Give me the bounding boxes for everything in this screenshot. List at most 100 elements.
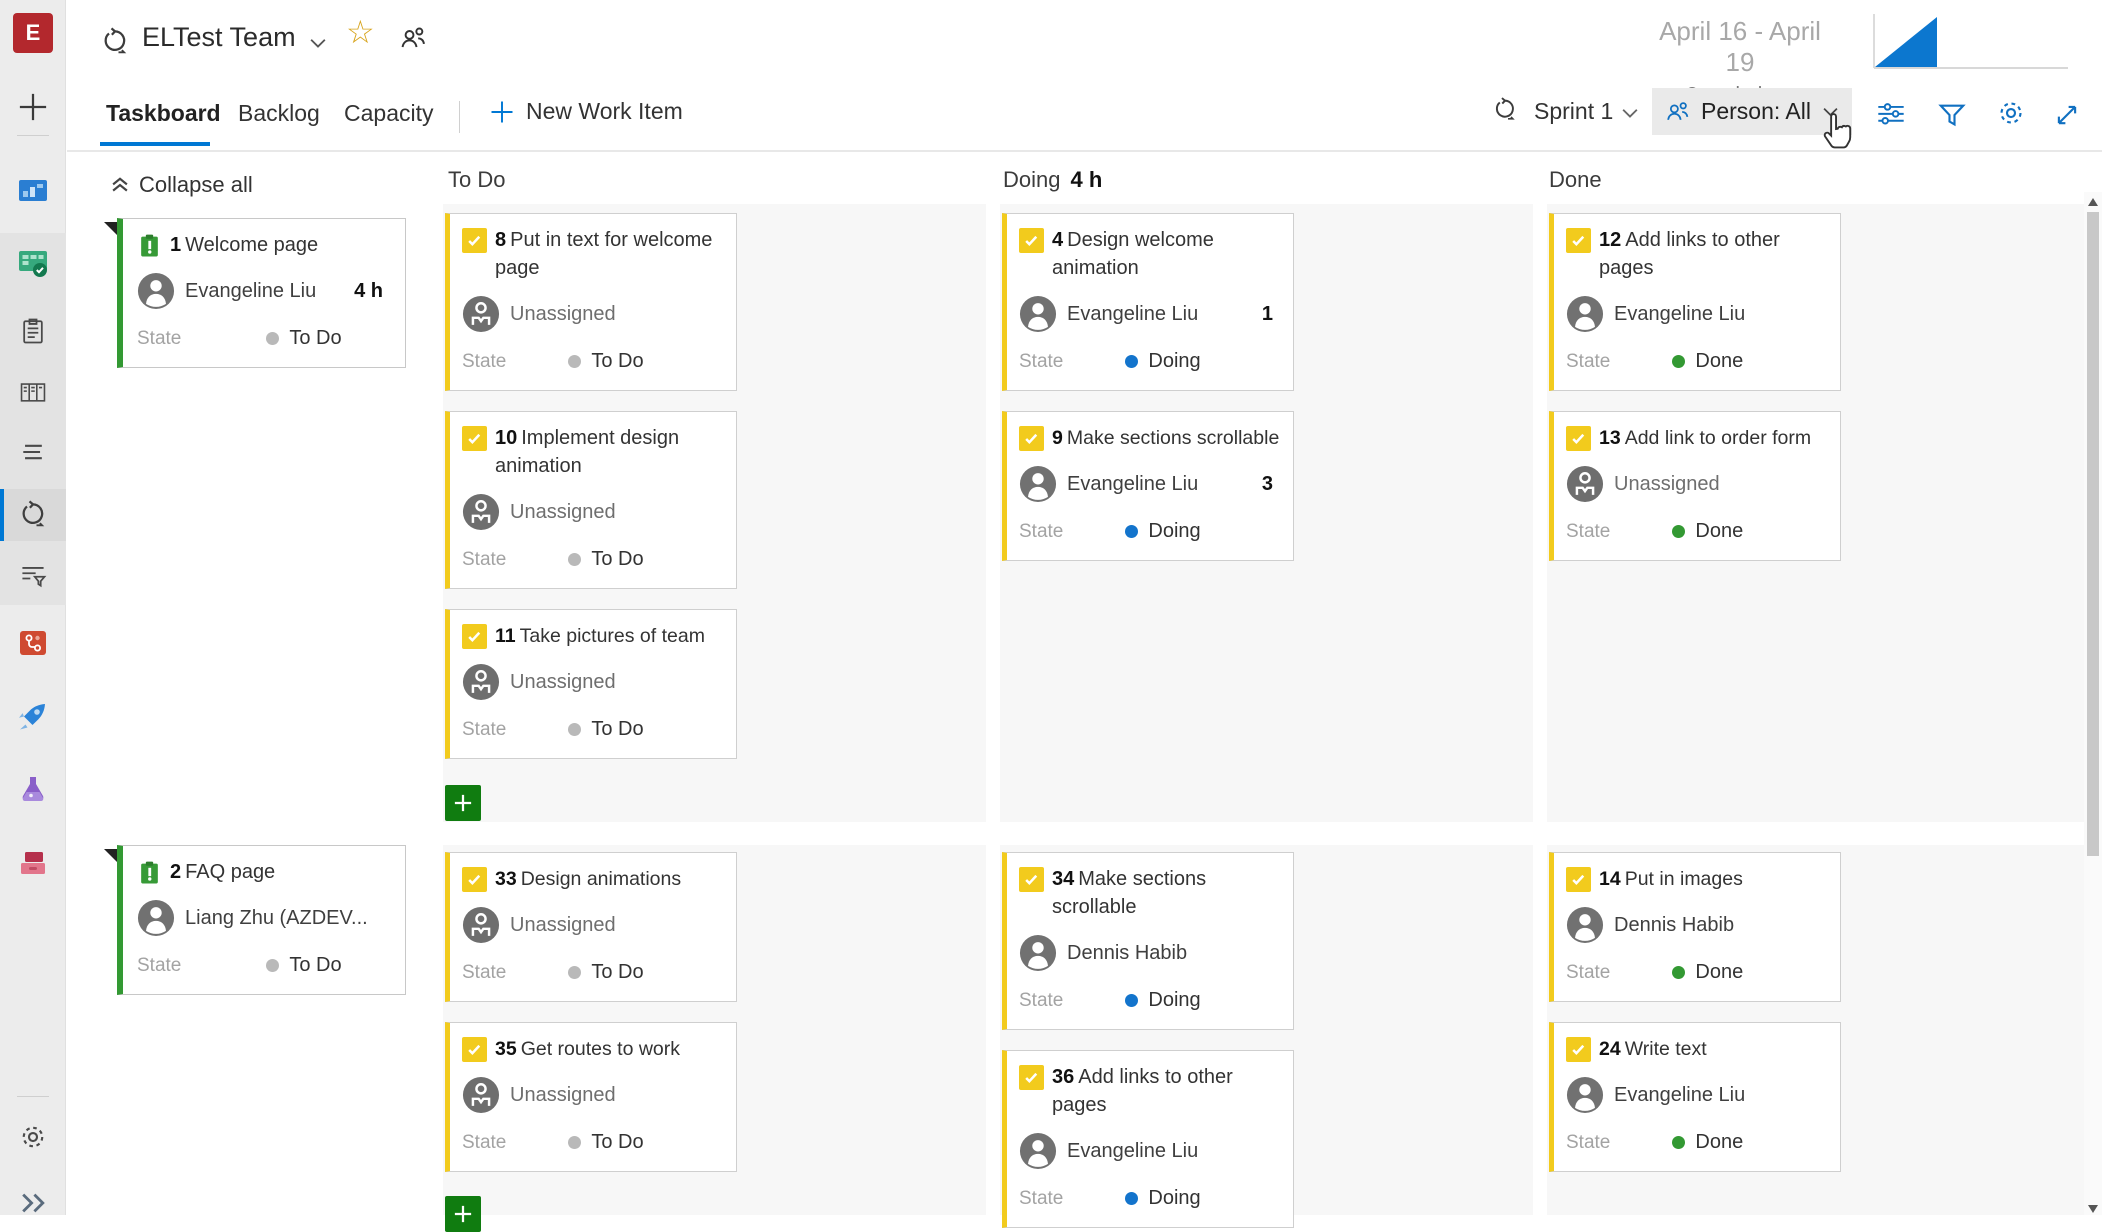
state-dot [568,553,582,566]
task-card[interactable]: 12 Add links to other pages Evangeline Li… [1549,213,1841,391]
state-dot [1125,1192,1139,1205]
task-card[interactable]: 8 Put in text for welcome page Unassigned… [445,213,737,391]
project-settings-gear-icon[interactable] [16,1120,50,1154]
work-item-id: 4 [1052,229,1064,251]
task-card[interactable]: 24 Write text Evangeline Liu State Done [1549,1022,1841,1172]
dashboards-icon[interactable] [16,174,50,208]
sprint-chevron-down-icon[interactable] [1622,108,1638,118]
task-check-icon [1019,228,1044,253]
task-card[interactable]: 34 Make sections scrollable Dennis Habib … [1002,852,1294,1030]
backlogs-icon[interactable] [16,435,50,469]
boards-grid-icon[interactable] [16,375,50,409]
collapse-all-button[interactable]: Collapse all [110,172,253,198]
queries-icon[interactable] [16,558,50,592]
test-plans-icon[interactable] [16,772,50,806]
scrollbar-down-arrow[interactable] [2088,1205,2098,1213]
state-value: To Do [591,350,644,372]
task-card[interactable]: 13 Add link to order form Unassigned Stat… [1549,411,1841,561]
assignee-name: Unassigned [510,1083,616,1106]
sprints-icon[interactable] [16,497,50,531]
task-check-icon [462,426,487,451]
work-item-title: Design welcome animation [1052,229,1214,279]
boards-icon[interactable] [16,246,50,280]
parent-card-faq-page[interactable]: 2 FAQ page Liang Zhu (AZDEV... State To D… [117,845,406,995]
add-task-button[interactable] [445,785,481,821]
add-task-button[interactable] [445,1196,481,1232]
state-dot [1672,1136,1686,1149]
project-avatar[interactable]: E [13,13,53,53]
task-card[interactable]: 36 Add links to other pages Evangeline Li… [1002,1050,1294,1228]
team-chevron-down-icon[interactable] [310,38,326,48]
task-card[interactable]: 9 Make sections scrollable Evangeline Liu… [1002,411,1294,561]
tab-taskboard[interactable]: Taskboard [106,100,221,126]
state-label: State [1019,1187,1064,1209]
remaining-work: 3 [1261,472,1273,495]
unassigned-avatar [462,906,500,944]
artifacts-icon[interactable] [16,846,50,880]
fullscreen-expand-icon[interactable] [2052,100,2082,130]
assignee-name: Unassigned [510,302,616,325]
state-label: State [137,954,182,976]
add-project-icon[interactable] [16,90,50,124]
remaining-work: 4 h [354,279,383,302]
state-dot [568,1136,582,1149]
header-divider [67,150,2102,152]
work-items-icon[interactable] [16,314,50,348]
task-check-icon [1566,1037,1591,1062]
unassigned-avatar [462,493,500,531]
scrollbar-thumb[interactable] [2087,212,2099,856]
task-card[interactable]: 10 Implement design animation Unassigned … [445,411,737,589]
work-item-id: 13 [1599,427,1621,449]
scrollbar-up-arrow[interactable] [2088,198,2098,206]
tab-capacity[interactable]: Capacity [344,100,434,126]
state-label: State [1566,520,1611,542]
board-scrollbar[interactable] [2084,192,2102,1215]
task-card[interactable]: 4 Design welcome animation Evangeline Liu… [1002,213,1294,391]
task-check-icon [1019,867,1044,892]
task-card[interactable]: 11 Take pictures of team Unassigned State… [445,609,737,759]
task-check-icon [1019,426,1044,451]
active-tab-underline [100,142,210,146]
favorite-star-icon[interactable]: ☆ [346,14,375,50]
row-collapse-toggle[interactable] [104,222,117,235]
lane2-doing-column: 34 Make sections scrollable Dennis Habib … [1000,845,1533,1228]
lane2-todo-column: 33 Design animations Unassigned State To … [443,845,986,1232]
person-filter-button[interactable]: Person: All [1652,88,1852,135]
task-card[interactable]: 33 Design animations Unassigned State To … [445,852,737,1002]
task-card[interactable]: 14 Put in images Dennis Habib State Done [1549,852,1841,1002]
column-header-todo: To Do [448,167,506,192]
unassigned-avatar [462,1076,500,1114]
new-work-item-button[interactable]: New Work Item [490,98,683,125]
state-value: Doing [1148,989,1201,1011]
iteration-date-range: April 16 - April 19 [1659,16,1821,77]
pipelines-icon[interactable] [16,699,50,733]
expand-rail-chevrons-icon[interactable] [16,1186,50,1220]
avatar [1566,1076,1604,1114]
lane1-done-column: 12 Add links to other pages Evangeline Li… [1547,204,2084,822]
work-item-id: 9 [1052,427,1063,449]
assignee-name: Evangeline Liu [1614,302,1746,325]
state-label: State [462,1131,507,1153]
work-item-id: 14 [1599,868,1621,890]
assignee-name: Liang Zhu (AZDEV... [185,906,368,929]
filter-icon[interactable] [1937,100,1967,130]
work-item-title: Take pictures of team [519,625,705,647]
state-label: State [1566,1131,1611,1153]
column-options-sliders-icon[interactable] [1876,100,1906,130]
sprint-burndown-chart[interactable] [1873,12,2069,72]
sprint-selector-icon[interactable] [1492,96,1518,122]
work-item-id: 10 [495,427,518,449]
board-settings-gear-icon[interactable] [1996,98,2026,128]
team-members-icon[interactable] [398,24,428,54]
parent-card-welcome-page[interactable]: 1 Welcome page Evangeline Liu 4 h State T… [117,218,406,368]
task-card[interactable]: 35 Get routes to work Unassigned State To… [445,1022,737,1172]
state-value: Done [1695,961,1744,983]
state-dot [1125,994,1139,1007]
sprint-selector[interactable]: Sprint 1 [1534,98,1614,124]
row-collapse-toggle[interactable] [104,849,117,862]
repos-icon[interactable] [16,626,50,660]
tab-backlog[interactable]: Backlog [238,100,320,126]
team-name[interactable]: ELTest Team [142,22,296,52]
avatar [1019,1132,1057,1170]
state-dot [1672,525,1686,538]
